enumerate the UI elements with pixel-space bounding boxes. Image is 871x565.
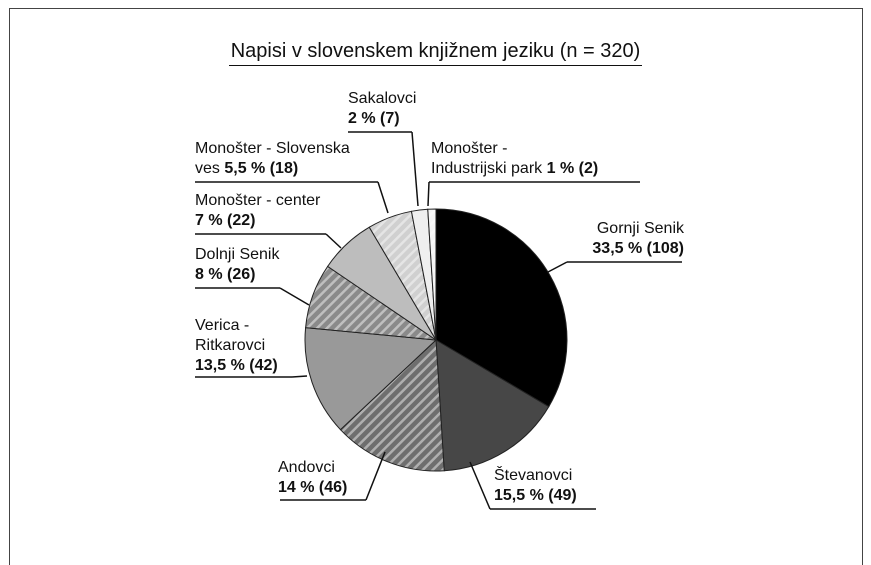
leader-line [377,181,389,214]
frame [9,8,863,565]
category-label: Monošter - Industrijski park [431,140,543,177]
category-label: Dolnji Senik [195,246,280,263]
slice-label: Monošter - center 7 % (22) [195,191,355,231]
value-label: 1 % (2) [546,160,599,177]
value-label: 8 % (26) [195,266,256,283]
leader-line [325,233,342,249]
pie-slice [435,208,568,408]
leader-line [547,261,568,273]
slice-label: Števanovci 15,5 % (49) [494,466,599,506]
category-label: Gornji Senik [596,220,684,237]
value-label: 33,5 % (108) [592,240,684,257]
slice-label: Dolnji Senik 8 % (26) [195,245,287,285]
category-label: Števanovci [494,467,573,484]
pie-slice [435,339,550,472]
leader-line [365,451,386,501]
leader-line [279,287,310,306]
pie-slice [427,208,437,341]
category-label: Andovci [278,459,335,476]
slice-label: Andovci 14 % (46) [278,458,366,498]
slice-label: Monošter - Slovenska ves 5,5 % (18) [195,139,395,179]
chart-title: Napisi v slovenskem knjižnem jeziku (n =… [228,40,643,66]
slice-label: Sakalovci 2 % (7) [348,89,428,129]
value-label: 13,5 % (42) [195,357,278,374]
leader-line [291,375,308,378]
slice-label: Verica - Ritkarovci 13,5 % (42) [195,316,295,376]
value-label: 14 % (46) [278,479,348,496]
slice-label: Monošter - Industrijski park 1 % (2) [431,139,651,179]
category-label: Sakalovci [348,90,417,107]
leader-line [469,461,491,510]
leader-line [427,181,430,207]
chart-title-box: Napisi v slovenskem knjižnem jeziku (n =… [0,40,871,66]
pie-slice [304,327,438,431]
value-label: 5,5 % (18) [224,160,299,177]
value-label: 2 % (7) [348,110,400,127]
slice-label: Gornji Senik 33,5 % (108) [566,219,684,259]
pie-slice [339,338,445,472]
leader-line [411,131,419,207]
value-label: 15,5 % (49) [494,487,577,504]
category-label: Monošter - Slovenska ves [195,140,350,177]
category-label: Monošter - center [195,192,321,209]
value-label: 7 % (22) [195,212,256,229]
category-label: Verica - Ritkarovci [195,317,266,354]
